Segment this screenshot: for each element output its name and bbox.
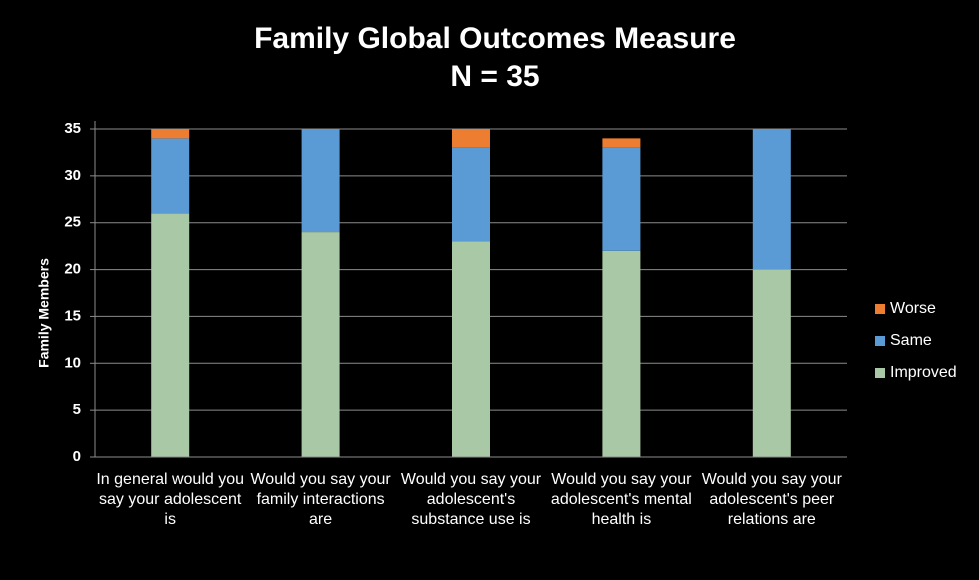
y-tick-label: 20 (64, 261, 81, 278)
x-tick-label: Would you say your adolescent's substanc… (400, 471, 542, 528)
y-tick-label: 10 (64, 354, 81, 371)
legend-label: Worse (890, 300, 936, 317)
y-tick-label: 15 (64, 307, 81, 324)
bar-segment (151, 138, 190, 214)
bar-segment (452, 241, 490, 457)
legend-label: Same (890, 332, 932, 349)
bar-segment (301, 129, 340, 233)
y-tick-label: 25 (64, 214, 81, 231)
legend-swatch (875, 304, 885, 314)
y-tick-label: 0 (73, 448, 81, 465)
y-axis-label: Family Members (36, 258, 52, 368)
bar-segment (752, 129, 791, 270)
y-tick-label: 35 (64, 120, 81, 137)
bar-segment (752, 269, 791, 457)
bar-segment (301, 232, 340, 457)
y-tick-label: 30 (64, 167, 81, 184)
x-tick-label: Would you say your adolescent's mental h… (550, 471, 692, 528)
bar-segment (602, 250, 641, 457)
legend-swatch (875, 336, 885, 346)
chart-subtitle: N = 35 (450, 60, 539, 93)
legend-label: Improved (890, 364, 957, 381)
bar-segment (602, 138, 641, 148)
legend-swatch (875, 368, 885, 378)
x-tick-label: In general would you say your adolescent… (96, 471, 245, 528)
x-tick-label: Would you say your adolescent's peer rel… (701, 471, 842, 528)
bar-segment (452, 147, 490, 242)
bar-segment (602, 147, 641, 251)
bar-segment (151, 129, 190, 139)
chart-title: Family Global Outcomes Measure (254, 22, 736, 55)
bar-segment (151, 213, 190, 457)
x-tick-label: Would you say your family interactions a… (250, 471, 391, 528)
y-tick-label: 5 (73, 401, 81, 418)
bar-segment (452, 129, 490, 148)
